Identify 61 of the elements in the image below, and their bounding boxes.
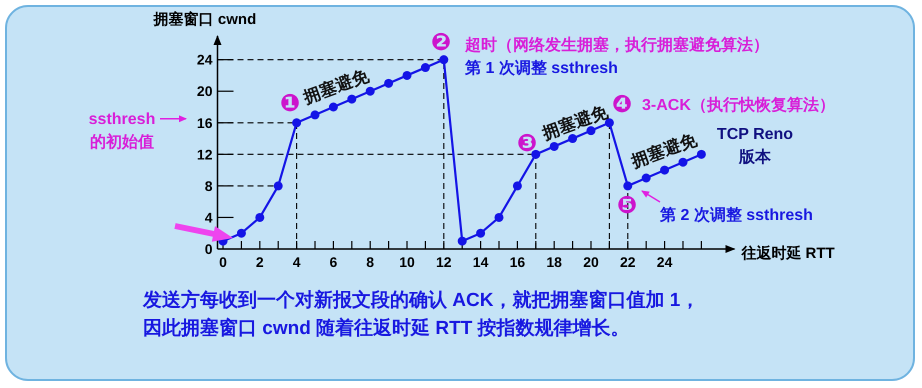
point [512, 181, 522, 190]
x-tick-label: 0 [219, 254, 228, 270]
text: 因此拥塞窗口 cwnd 随着往返时延 RTT 按指数规律增长。 [143, 317, 630, 339]
point [696, 150, 706, 159]
point [550, 142, 559, 151]
x-tick-label: 18 [546, 254, 562, 270]
point [420, 63, 430, 72]
point [623, 181, 632, 190]
point [292, 118, 302, 128]
x-tick-label: 10 [399, 254, 415, 270]
x-tick-label: 16 [510, 254, 526, 270]
annotation: ❹ [612, 91, 632, 118]
x-tick-label: 4 [292, 254, 301, 270]
text: 发送方每收到一个对新报文段的确认 ACK，就把拥塞窗口值加 1， [142, 289, 700, 311]
x-tick-label: 8 [366, 254, 374, 270]
y-tick-label: 20 [196, 83, 213, 100]
y-tick-label: 8 [204, 178, 213, 194]
point [494, 212, 504, 222]
annotation: 第 1 次调整 ssthresh [464, 59, 618, 77]
point [476, 228, 486, 238]
x-tick-label: 12 [436, 254, 452, 270]
annotation: ❷ [430, 29, 452, 56]
point [366, 86, 375, 96]
point [236, 228, 246, 238]
point [347, 94, 356, 104]
annotation: ❸ [516, 130, 538, 157]
point [642, 174, 651, 182]
annotation: ❺ [616, 192, 638, 219]
y-tick-label: 24 [196, 52, 213, 68]
annotation: 拥塞避免 [539, 102, 612, 144]
y-tick-label: 4 [204, 209, 213, 226]
y-tick-label: 0 [204, 241, 213, 257]
point [310, 110, 320, 120]
x-tick-label: 24 [656, 254, 673, 270]
annotation: 拥塞避免 [300, 66, 372, 108]
x-tick-label: 6 [330, 254, 338, 270]
text: ssthresh 的初始值 [88, 111, 156, 152]
y-axis-title: 拥塞窗口 cwnd [152, 10, 256, 28]
x-tick-label: 2 [256, 254, 264, 270]
x-tick-label: 14 [472, 254, 489, 270]
annotation: 拥塞避免 [628, 130, 700, 172]
annotation: 第 2 次调整 ssthresh [659, 206, 813, 224]
y-tick-label: 16 [196, 114, 213, 131]
point [274, 181, 283, 190]
point [678, 158, 688, 167]
x-axis-title: 往返时延 RTT [740, 245, 835, 262]
point [660, 166, 670, 175]
y-tick-label: 12 [196, 146, 213, 162]
point [384, 78, 394, 88]
annotation: 超时（网络发生拥塞，执行拥塞避免算法） [464, 35, 769, 54]
annotation: ❶ [280, 90, 300, 117]
point [568, 134, 578, 144]
annotation: 3-ACK（执行快恢复算法） [642, 96, 835, 114]
annotation: TCP Reno 版本 [716, 126, 794, 166]
point [328, 102, 338, 112]
point [439, 55, 448, 64]
point [255, 212, 264, 222]
x-tick-label: 22 [620, 254, 636, 270]
x-tick-label: 20 [583, 254, 599, 270]
point [402, 70, 412, 80]
point [458, 236, 467, 246]
